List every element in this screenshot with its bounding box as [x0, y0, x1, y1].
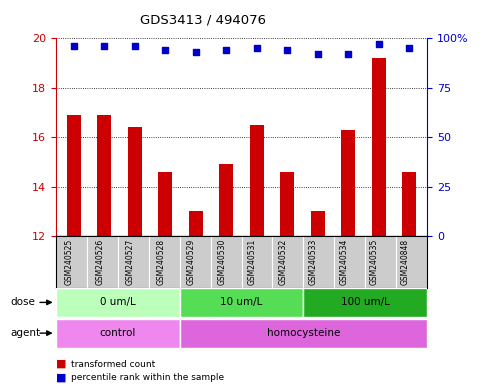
- Point: [253, 45, 261, 51]
- Text: ■: ■: [56, 359, 66, 369]
- Bar: [303, 288, 427, 317]
- Text: homocysteine: homocysteine: [267, 328, 340, 338]
- Bar: [56, 288, 180, 317]
- Bar: [219, 164, 233, 236]
- Bar: [180, 319, 427, 348]
- Text: GSM240535: GSM240535: [369, 239, 379, 285]
- Text: GSM240531: GSM240531: [248, 239, 257, 285]
- Bar: [189, 212, 203, 236]
- Point: [192, 49, 199, 55]
- Point: [344, 51, 352, 57]
- Point: [405, 45, 413, 51]
- Bar: [98, 115, 111, 236]
- Text: GSM240527: GSM240527: [126, 239, 135, 285]
- Text: GSM240525: GSM240525: [65, 239, 74, 285]
- Text: 0 um/L: 0 um/L: [99, 297, 135, 308]
- Bar: [397, 236, 427, 288]
- Text: GSM240528: GSM240528: [156, 239, 165, 285]
- Text: GSM240526: GSM240526: [95, 239, 104, 285]
- Text: control: control: [99, 328, 136, 338]
- Text: GSM240529: GSM240529: [187, 239, 196, 285]
- Text: 100 um/L: 100 um/L: [341, 297, 390, 308]
- Bar: [86, 236, 117, 288]
- Text: GSM240530: GSM240530: [217, 239, 226, 285]
- Text: percentile rank within the sample: percentile rank within the sample: [71, 373, 225, 382]
- Text: dose: dose: [11, 297, 36, 308]
- Bar: [272, 236, 303, 288]
- Bar: [341, 130, 355, 236]
- Bar: [211, 236, 242, 288]
- Bar: [117, 236, 149, 288]
- Bar: [242, 236, 272, 288]
- Point: [100, 43, 108, 50]
- Bar: [67, 115, 81, 236]
- Point: [161, 47, 169, 53]
- Bar: [335, 236, 366, 288]
- Bar: [56, 236, 86, 288]
- Text: agent: agent: [11, 328, 41, 338]
- Bar: [128, 127, 142, 236]
- Text: GSM240533: GSM240533: [309, 239, 318, 285]
- Bar: [372, 58, 385, 236]
- Point: [222, 47, 230, 53]
- Text: ■: ■: [56, 373, 66, 383]
- Text: GSM240534: GSM240534: [339, 239, 348, 285]
- Text: transformed count: transformed count: [71, 359, 156, 369]
- Text: GSM240532: GSM240532: [278, 239, 287, 285]
- Bar: [180, 288, 303, 317]
- Text: 10 um/L: 10 um/L: [220, 297, 263, 308]
- Bar: [149, 236, 180, 288]
- Point: [284, 47, 291, 53]
- Bar: [158, 172, 172, 236]
- Bar: [280, 172, 294, 236]
- Bar: [402, 172, 416, 236]
- Bar: [366, 236, 397, 288]
- Point: [375, 41, 383, 47]
- Point: [131, 43, 139, 50]
- Point: [314, 51, 322, 57]
- Text: GDS3413 / 494076: GDS3413 / 494076: [140, 13, 266, 26]
- Bar: [180, 236, 211, 288]
- Point: [70, 43, 78, 50]
- Bar: [56, 319, 180, 348]
- Text: GSM240848: GSM240848: [400, 239, 409, 285]
- Bar: [311, 212, 325, 236]
- Bar: [303, 236, 335, 288]
- Bar: [250, 125, 264, 236]
